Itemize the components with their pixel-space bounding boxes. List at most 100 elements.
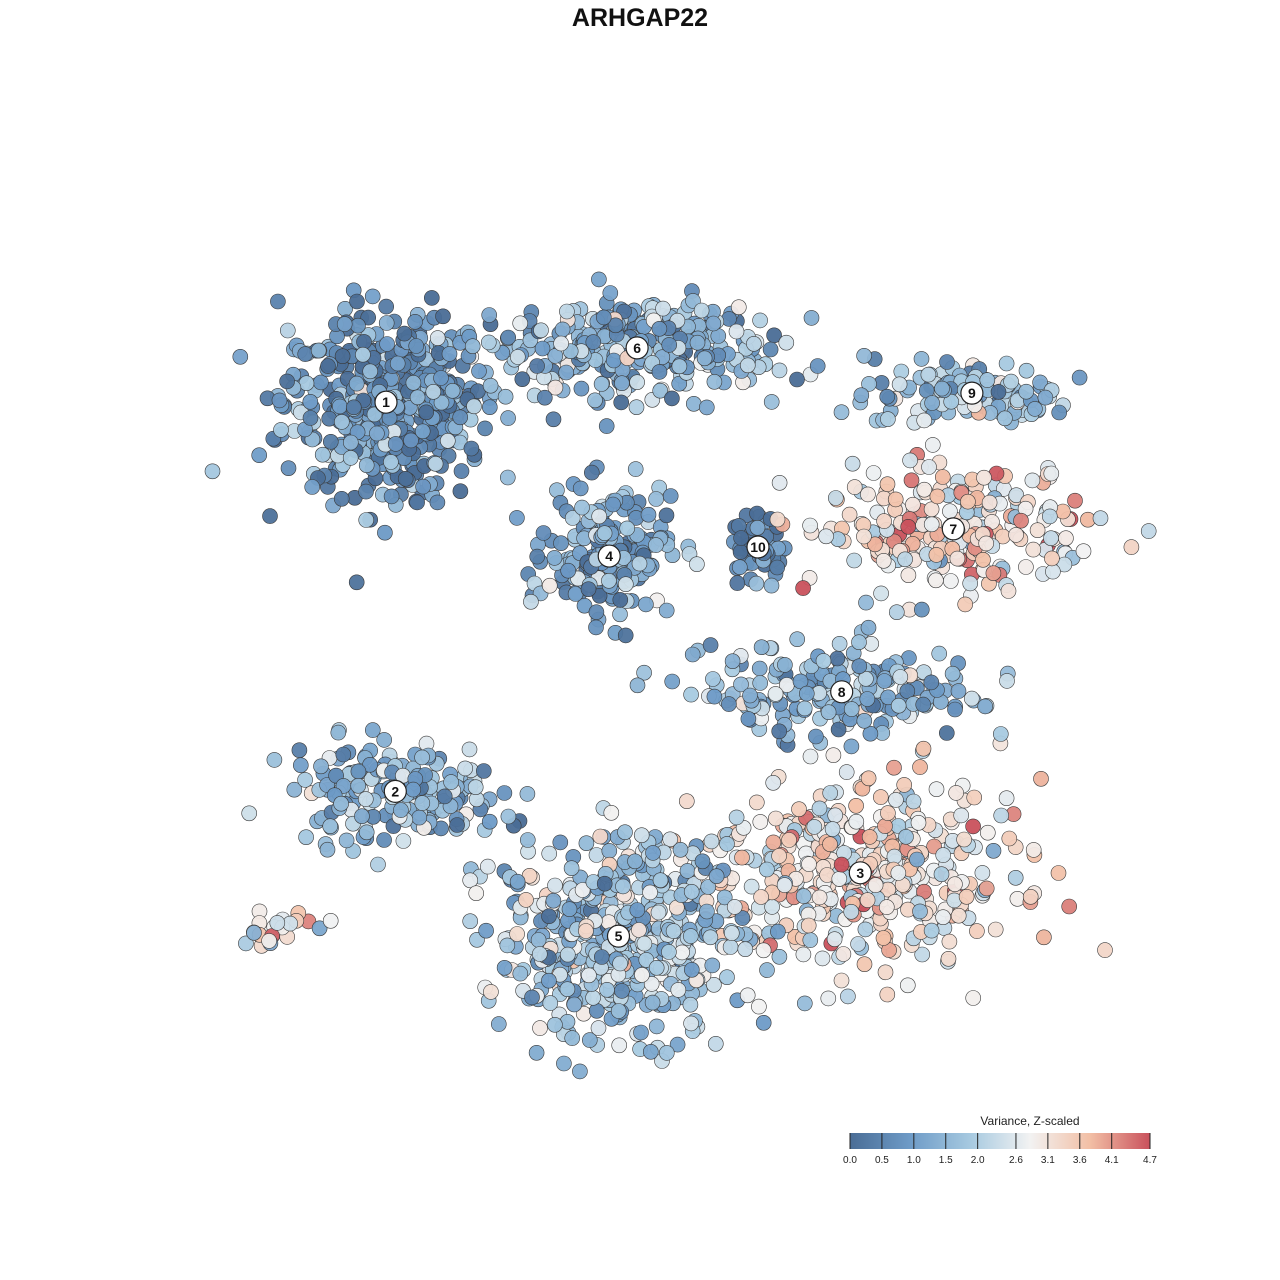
data-point — [693, 302, 710, 319]
data-point — [598, 418, 615, 434]
data-point — [603, 804, 620, 821]
data-point — [1033, 770, 1049, 787]
data-point — [405, 374, 422, 391]
data-point — [452, 409, 469, 426]
data-point — [270, 293, 286, 310]
data-point — [429, 494, 446, 511]
data-point — [559, 946, 576, 963]
data-point — [685, 395, 702, 412]
data-point — [314, 446, 331, 463]
data-point — [728, 323, 745, 340]
data-point — [960, 493, 976, 510]
data-point — [441, 346, 458, 362]
data-point — [585, 989, 601, 1006]
data-point — [593, 376, 610, 392]
data-point — [705, 315, 722, 332]
data-point — [928, 572, 944, 589]
data-point — [648, 959, 665, 976]
data-point — [627, 461, 644, 477]
data-point — [978, 535, 995, 552]
data-point — [638, 596, 654, 613]
data-point — [815, 653, 832, 669]
data-point — [865, 465, 882, 481]
data-point — [631, 555, 648, 572]
data-point — [500, 410, 516, 426]
data-point — [694, 853, 711, 870]
data-point — [1036, 929, 1052, 946]
data-point — [939, 354, 955, 370]
data-point — [702, 929, 719, 946]
data-point — [880, 689, 896, 706]
cluster-label-text: 10 — [750, 539, 766, 555]
data-point — [534, 340, 551, 357]
data-point — [560, 562, 577, 579]
data-point — [338, 832, 355, 849]
colorbar — [850, 1133, 1150, 1149]
data-point — [482, 377, 499, 394]
cluster-label-badge — [830, 680, 854, 704]
data-point — [740, 711, 757, 727]
data-point — [752, 814, 769, 830]
data-point — [443, 774, 459, 790]
data-point — [909, 851, 925, 868]
data-point — [499, 937, 516, 954]
data-point — [890, 697, 907, 714]
colorbar-tick-label: 0.0 — [843, 1155, 857, 1166]
data-point — [860, 619, 877, 636]
data-point — [286, 781, 303, 798]
data-point — [851, 634, 867, 651]
data-point — [934, 469, 951, 485]
data-point — [648, 537, 664, 553]
data-point — [848, 813, 865, 830]
data-point — [743, 878, 760, 895]
data-point — [827, 490, 844, 506]
data-point — [462, 872, 479, 889]
data-point — [1092, 510, 1109, 527]
data-point — [840, 988, 856, 1005]
data-point — [464, 338, 481, 355]
data-point — [536, 389, 553, 406]
data-point — [912, 759, 928, 775]
data-point — [1058, 530, 1074, 547]
data-point — [1043, 465, 1060, 482]
data-point — [615, 878, 631, 895]
data-point — [658, 507, 675, 524]
data-point — [369, 425, 385, 442]
data-point — [298, 829, 314, 846]
data-point — [802, 748, 819, 765]
data-point — [679, 863, 696, 879]
data-point — [1018, 383, 1034, 400]
data-point — [545, 411, 562, 428]
data-point — [801, 856, 817, 872]
data-point — [941, 933, 958, 950]
data-point — [614, 983, 630, 999]
data-point — [331, 398, 348, 415]
cluster-label-badge — [960, 381, 984, 405]
data-point — [731, 559, 748, 576]
data-point — [1075, 543, 1092, 560]
data-point — [607, 317, 624, 334]
cluster-label-text: 7 — [949, 521, 957, 537]
data-point — [415, 478, 431, 495]
data-point — [1025, 541, 1042, 558]
data-point — [529, 548, 546, 565]
data-point — [867, 536, 883, 553]
data-point — [706, 976, 722, 993]
data-point — [771, 848, 787, 864]
data-point — [1008, 487, 1025, 504]
data-point — [481, 813, 498, 830]
data-point — [628, 399, 645, 416]
data-point — [899, 977, 916, 994]
data-point — [916, 481, 933, 498]
data-point — [558, 364, 575, 381]
data-point — [730, 299, 747, 316]
data-point — [876, 513, 892, 529]
data-point — [818, 528, 834, 545]
data-point — [763, 577, 780, 594]
data-point — [408, 338, 425, 354]
data-point — [905, 496, 921, 513]
data-point — [1003, 373, 1019, 390]
data-point — [1024, 472, 1041, 489]
data-point — [899, 683, 916, 700]
